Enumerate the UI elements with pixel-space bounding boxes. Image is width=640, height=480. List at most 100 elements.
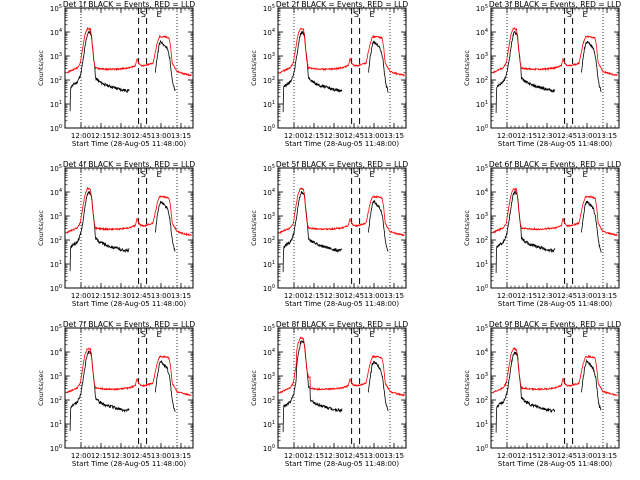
x-tick-label: 12:15	[91, 132, 111, 140]
x-tick-label: 13:00	[577, 292, 597, 300]
y-axis-label: Counts/sec	[250, 50, 258, 86]
y-tick-label: 104	[50, 28, 62, 37]
y-axis-label: Counts/sec	[463, 210, 471, 246]
x-tick-label: 12:45	[344, 132, 364, 140]
y-tick-label: 102	[50, 396, 62, 405]
y-tick-label: 105	[263, 324, 275, 333]
x-tick-label: 12:30	[537, 132, 557, 140]
y-axis-label: Counts/sec	[463, 50, 471, 86]
y-tick-label: 103	[263, 372, 275, 381]
end-marker-label: E	[369, 330, 374, 339]
end-marker-label: E	[582, 170, 587, 179]
x-tick-label: 12:15	[91, 452, 111, 460]
end-marker-label: E	[369, 170, 374, 179]
lld-series-line	[279, 27, 405, 78]
x-tick-label: 12:45	[131, 292, 151, 300]
x-tick-label: 12:00	[71, 132, 91, 140]
end-marker-label: E	[582, 330, 587, 339]
y-tick-label: 103	[476, 372, 488, 381]
y-tick-label: 102	[476, 76, 488, 85]
y-tick-label: 103	[50, 52, 62, 61]
x-tick-label: 12:45	[344, 292, 364, 300]
x-tick-label: 12:15	[304, 452, 324, 460]
x-tick-label: 13:00	[577, 132, 597, 140]
x-tick-label: 13:15	[384, 292, 404, 300]
y-tick-label: 105	[50, 4, 62, 13]
x-tick-label: 12:15	[517, 292, 537, 300]
x-tick-label: 12:30	[324, 132, 344, 140]
x-tick-label: 13:00	[364, 452, 384, 460]
y-tick-label: 102	[50, 236, 62, 245]
x-tick-label: 12:30	[111, 132, 131, 140]
y-tick-label: 101	[263, 260, 275, 269]
x-tick-label: 13:15	[171, 132, 191, 140]
events-series-line	[495, 30, 556, 114]
x-tick-label: 12:00	[497, 292, 517, 300]
panel-title: Det 7f BLACK = Events, RED = LLD	[63, 320, 196, 329]
panel-title: Det 5f BLACK = Events, RED = LLD	[276, 160, 409, 169]
panel-1: Det 1f BLACK = Events, RED = LLD 100 101 10…	[37, 0, 195, 148]
x-tick-label: 13:00	[364, 132, 384, 140]
x-tick-label: 13:00	[364, 292, 384, 300]
x-tick-label: 12:30	[324, 452, 344, 460]
panel-2: Det 2f BLACK = Events, RED = LLD 100 101 10…	[250, 0, 408, 148]
y-tick-label: 100	[263, 124, 275, 133]
y-tick-label: 100	[50, 444, 62, 453]
y-tick-label: 103	[50, 212, 62, 221]
x-tick-label: 12:45	[344, 452, 364, 460]
x-tick-label: 12:45	[557, 452, 577, 460]
y-axis-label: Counts/sec	[37, 50, 45, 86]
lld-series-line	[492, 27, 618, 77]
start-marker-label: S	[141, 170, 146, 179]
x-axis-label: Start Time (28-Aug-05 11:48:00)	[498, 460, 612, 468]
x-tick-label: 12:15	[304, 132, 324, 140]
start-marker-label: S	[354, 10, 359, 19]
x-tick-label: 12:00	[284, 132, 304, 140]
x-tick-label: 12:00	[284, 452, 304, 460]
y-tick-label: 100	[50, 124, 62, 133]
panel-7: Det 7f BLACK = Events, RED = LLD 100 101 10…	[37, 320, 195, 468]
x-tick-label: 12:45	[557, 292, 577, 300]
panel-title: Det 6f BLACK = Events, RED = LLD	[489, 160, 622, 169]
y-tick-label: 104	[476, 348, 488, 357]
events-series-line	[495, 351, 556, 433]
x-tick-label: 12:00	[284, 292, 304, 300]
x-tick-label: 13:15	[597, 132, 617, 140]
y-tick-label: 101	[476, 420, 488, 429]
y-tick-label: 103	[263, 52, 275, 61]
x-tick-label: 13:00	[151, 292, 171, 300]
y-tick-label: 100	[476, 124, 488, 133]
y-tick-label: 104	[476, 188, 488, 197]
y-axis-label: Counts/sec	[463, 370, 471, 406]
x-tick-label: 12:15	[91, 292, 111, 300]
start-marker-label: S	[141, 330, 146, 339]
events-series-line	[282, 190, 343, 273]
panel-3: Det 3f BLACK = Events, RED = LLD 100 101 10…	[463, 0, 621, 148]
end-marker-label: E	[369, 10, 374, 19]
events-series-line	[155, 39, 176, 91]
panel-4: Det 4f BLACK = Events, RED = LLD 100 101 10…	[37, 160, 195, 308]
events-series-line	[368, 199, 389, 252]
y-tick-label: 101	[263, 420, 275, 429]
x-tick-label: 12:00	[71, 452, 91, 460]
y-tick-label: 105	[50, 324, 62, 333]
start-marker-label: S	[354, 330, 359, 339]
x-tick-label: 13:15	[597, 452, 617, 460]
x-tick-label: 12:30	[537, 452, 557, 460]
panel-title: Det 8f BLACK = Events, RED = LLD	[276, 320, 409, 329]
end-marker-label: E	[156, 330, 161, 339]
y-tick-label: 102	[50, 76, 62, 85]
x-tick-label: 13:15	[384, 132, 404, 140]
y-tick-label: 105	[263, 164, 275, 173]
x-tick-label: 12:00	[497, 452, 517, 460]
start-marker-label: S	[567, 10, 572, 19]
y-tick-label: 100	[263, 284, 275, 293]
start-marker-label: S	[567, 170, 572, 179]
end-marker-label: E	[156, 10, 161, 19]
x-tick-label: 13:15	[171, 452, 191, 460]
x-tick-label: 12:15	[304, 292, 324, 300]
y-tick-label: 103	[263, 212, 275, 221]
y-tick-label: 102	[476, 396, 488, 405]
events-series-line	[155, 200, 176, 252]
y-tick-label: 105	[50, 164, 62, 173]
